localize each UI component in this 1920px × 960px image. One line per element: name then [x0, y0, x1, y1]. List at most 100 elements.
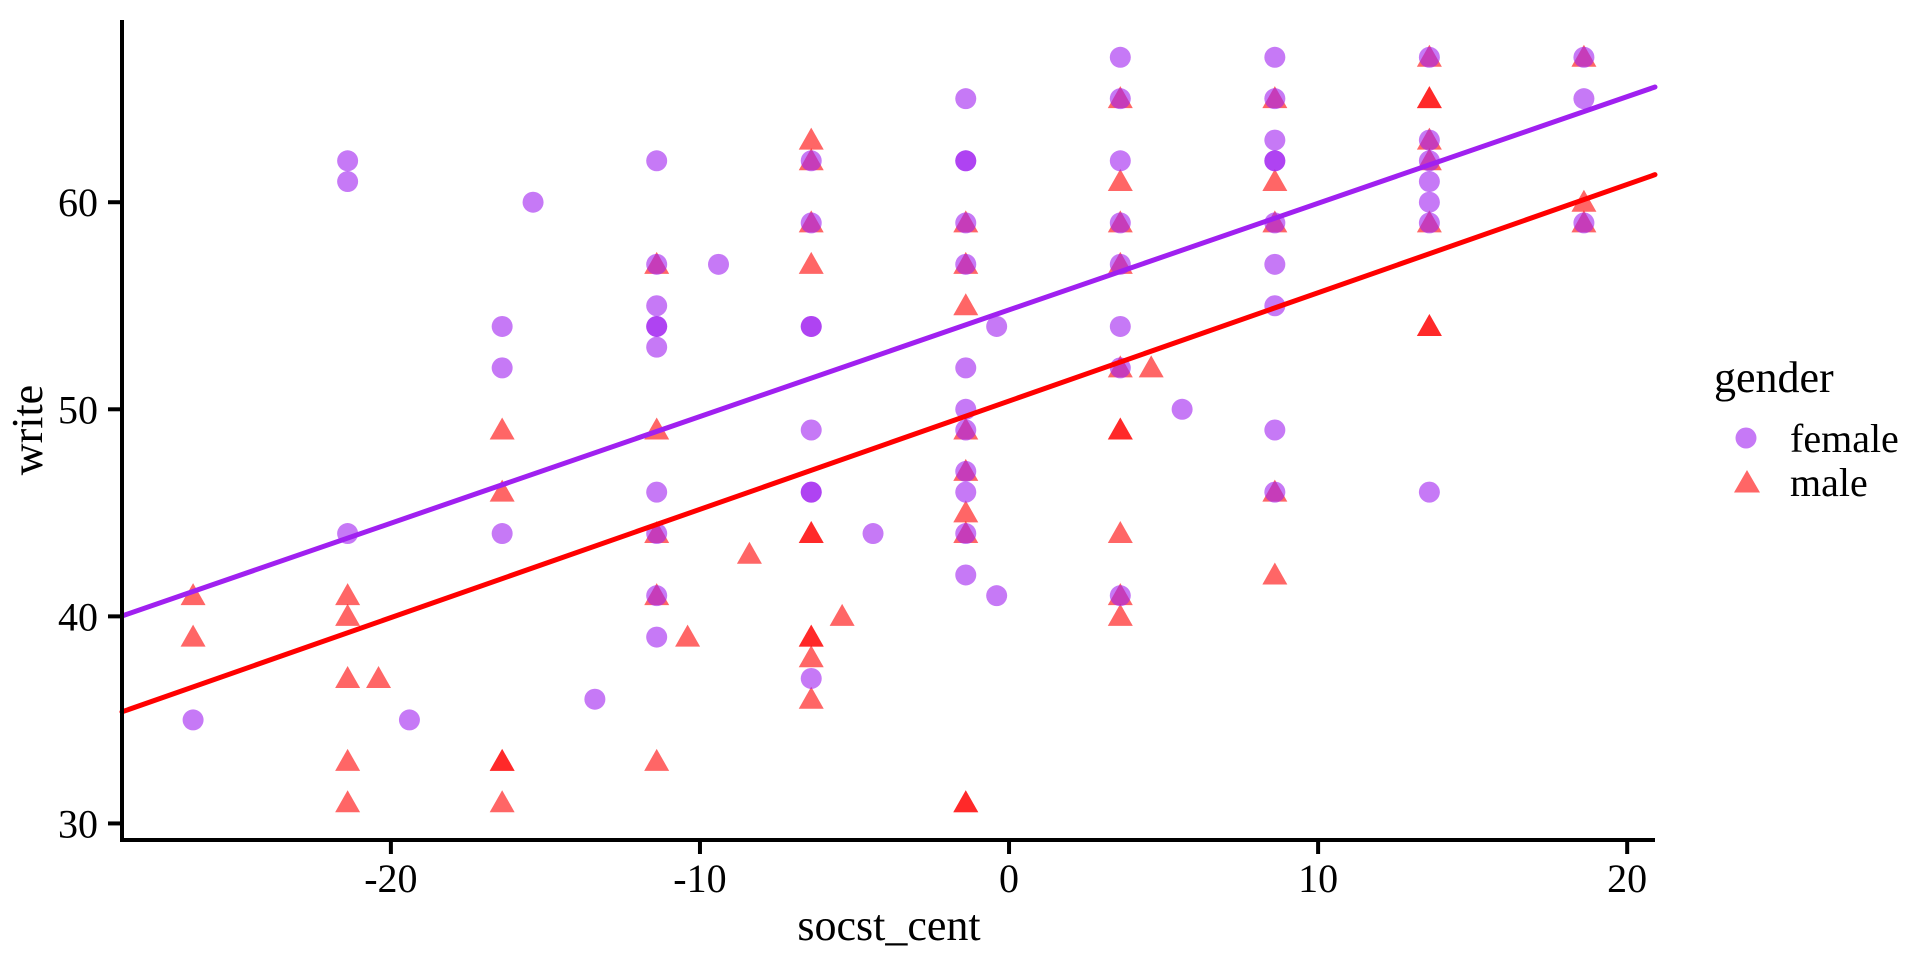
data-point-female: [955, 212, 977, 234]
data-point-female: [491, 315, 513, 337]
data-point-female: [646, 626, 668, 648]
data-point-female: [1109, 150, 1131, 172]
data-point-female: [1418, 171, 1440, 193]
data-point-male: [1107, 603, 1133, 626]
data-point-female: [522, 191, 544, 213]
data-point-male: [489, 479, 515, 502]
data-point-female: [800, 481, 822, 503]
data-point-female: [337, 150, 359, 172]
data-point-female: [1573, 46, 1595, 68]
data-point-male: [335, 790, 361, 813]
data-point-female: [955, 523, 977, 545]
data-point-female: [1109, 46, 1131, 68]
legend-item-female: female: [1735, 416, 1899, 461]
data-point-female: [646, 481, 668, 503]
data-point-male: [335, 665, 361, 688]
legend-label-male: male: [1790, 460, 1868, 505]
fit-line-male: [119, 172, 1658, 715]
y-tick-label: 40: [58, 594, 98, 639]
data-point-male: [953, 500, 979, 523]
data-point-female: [955, 88, 977, 110]
data-point-male: [180, 624, 206, 647]
data-point-female: [800, 150, 822, 172]
x-axis-title: socst_cent: [797, 901, 980, 950]
data-point-male: [798, 251, 824, 274]
data-point-male: [335, 583, 361, 606]
y-tick-label: 50: [58, 387, 98, 432]
data-point-female: [1109, 585, 1131, 607]
data-point-female: [1573, 212, 1595, 234]
data-point-male: [953, 293, 979, 316]
data-point-female: [862, 523, 884, 545]
data-point-female: [646, 150, 668, 172]
data-point-female: [584, 688, 606, 710]
data-point-male: [953, 790, 979, 813]
data-point-female: [955, 357, 977, 379]
male-triangle-icon: [1734, 470, 1760, 493]
data-point-female: [337, 171, 359, 193]
data-point-female: [708, 253, 730, 275]
x-tick-label: 0: [999, 856, 1019, 901]
legend-item-male: male: [1734, 460, 1868, 505]
data-point-male: [1107, 521, 1133, 544]
y-axis-title: write: [3, 385, 52, 475]
y-tick-label: 30: [58, 801, 98, 846]
data-point-female: [646, 315, 668, 337]
data-point-female: [986, 585, 1008, 607]
data-point-female: [646, 295, 668, 317]
data-point-male: [180, 583, 206, 606]
data-point-male: [1262, 562, 1288, 585]
data-point-female: [955, 460, 977, 482]
data-point-female: [1418, 191, 1440, 213]
data-point-female: [646, 253, 668, 275]
data-point-male: [335, 748, 361, 771]
data-point-male: [829, 603, 855, 626]
legend-label-female: female: [1790, 416, 1899, 461]
data-point-male: [335, 603, 361, 626]
data-point-female: [800, 315, 822, 337]
data-point-male: [1138, 355, 1164, 378]
data-point-female: [398, 709, 420, 731]
data-point-female: [800, 419, 822, 441]
data-point-female: [646, 336, 668, 358]
data-point-female: [182, 709, 204, 731]
data-point-female: [1264, 129, 1286, 151]
data-point-female: [491, 523, 513, 545]
data-point-female: [1109, 315, 1131, 337]
female-circle-icon: [1735, 427, 1757, 449]
data-point-female: [1418, 212, 1440, 234]
data-point-female: [1264, 419, 1286, 441]
data-point-male: [366, 665, 392, 688]
data-point-female: [955, 481, 977, 503]
data-point-male: [675, 624, 701, 647]
x-tick-label: -10: [673, 856, 726, 901]
data-point-female: [955, 564, 977, 586]
fit-line-female: [119, 84, 1658, 619]
x-tick-label: 10: [1298, 856, 1338, 901]
data-point-male: [1416, 86, 1442, 109]
data-point-female: [1264, 253, 1286, 275]
data-point-male: [489, 748, 515, 771]
data-point-male: [798, 645, 824, 668]
data-point-male: [1107, 169, 1133, 192]
data-point-female: [800, 667, 822, 689]
x-tick-label: -20: [364, 856, 417, 901]
data-point-female: [1264, 481, 1286, 503]
legend: gender female male: [1714, 353, 1899, 505]
data-point-female: [1264, 46, 1286, 68]
data-point-female: [1418, 481, 1440, 503]
data-point-female: [1264, 88, 1286, 110]
data-point-male: [644, 748, 670, 771]
data-point-female: [491, 357, 513, 379]
data-point-female: [955, 419, 977, 441]
data-point-male: [1416, 313, 1442, 336]
data-point-male: [798, 686, 824, 709]
data-point-female: [986, 315, 1008, 337]
legend-title: gender: [1714, 353, 1834, 402]
data-point-male: [1262, 169, 1288, 192]
data-point-female: [955, 150, 977, 172]
data-point-female: [1171, 398, 1193, 420]
data-point-female: [800, 212, 822, 234]
